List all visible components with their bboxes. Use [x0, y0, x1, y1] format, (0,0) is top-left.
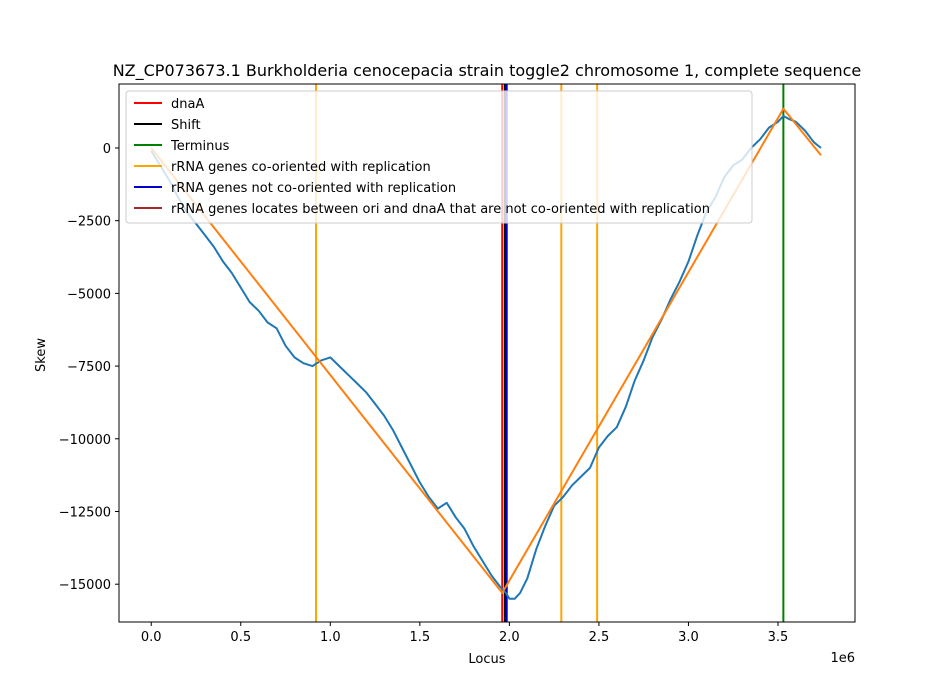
x-tick-label: 1.0: [320, 630, 341, 645]
legend-label: Shift: [171, 118, 201, 133]
x-tick-label: 1.5: [410, 630, 431, 645]
x-tick-label: 0.5: [230, 630, 251, 645]
y-tick-label: −12500: [59, 505, 111, 520]
y-tick-label: −7500: [67, 360, 111, 375]
y-tick-label: −2500: [67, 215, 111, 230]
legend-label: rRNA genes not co-oriented with replicat…: [171, 181, 456, 196]
y-tick-label: −5000: [67, 287, 111, 302]
y-axis-label: Skew: [34, 338, 49, 372]
legend-label: rRNA genes co-oriented with replication: [171, 160, 431, 175]
x-tick-label: 0.0: [141, 630, 162, 645]
y-tick-label: −10000: [59, 433, 111, 448]
x-tick-label: 2.5: [589, 630, 610, 645]
plot-area: [118, 83, 856, 623]
x-tick-label: 3.5: [768, 630, 789, 645]
x-tick-label: 2.0: [499, 630, 520, 645]
legend-label: dnaA: [171, 97, 204, 112]
chart-title: NZ_CP073673.1 Burkholderia cenocepacia s…: [113, 61, 862, 81]
y-tick-label: −15000: [59, 578, 111, 593]
x-axis: 0.0 0.5 1.0 1.5 2.0 2.5 3.0 3.5: [141, 622, 788, 645]
y-axis: 0 −2500 −5000 −7500 −10000 −12500 −15000: [59, 142, 119, 593]
legend: dnaA Shift Terminus rRNA genes co-oriented …: [125, 90, 753, 224]
x-tick-label: 3.0: [678, 630, 699, 645]
series-line-1: [150, 107, 822, 594]
x-axis-multiplier: 1e6: [830, 651, 855, 666]
legend-label: Terminus: [170, 139, 230, 154]
y-tick-label: 0: [103, 142, 111, 157]
x-axis-label: Locus: [468, 652, 505, 667]
legend-label: rRNA genes locates between ori and dnaA …: [171, 202, 710, 217]
legend-box: [125, 90, 753, 224]
